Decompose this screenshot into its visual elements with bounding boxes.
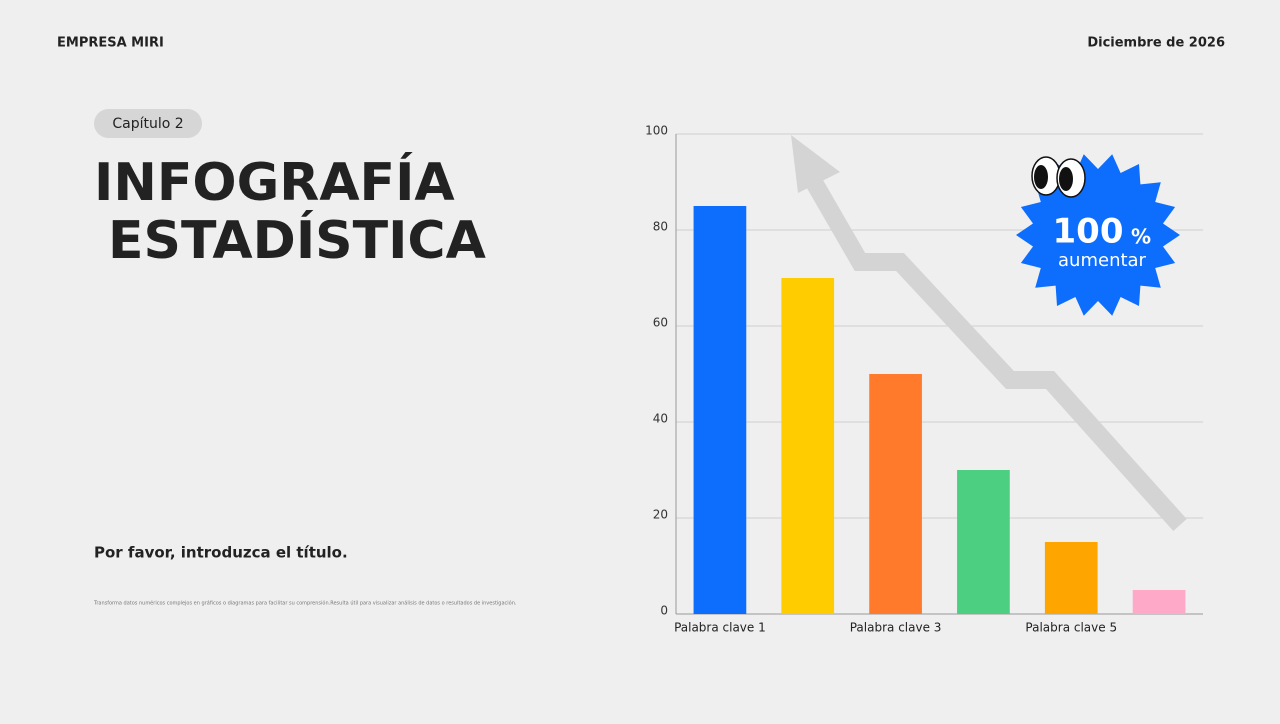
trend-arrow (791, 135, 1187, 532)
pupil (1034, 165, 1048, 189)
badge-label: aumentar (1058, 250, 1147, 271)
bar (781, 278, 835, 614)
y-tick-label: 0 (660, 604, 668, 618)
badge-star (1016, 154, 1180, 316)
y-tick-label: 60 (653, 316, 668, 330)
y-tick-label: 100 (645, 124, 668, 138)
arrow-shaft (800, 167, 1187, 532)
badge-number: 100 (1053, 212, 1124, 252)
date: Diciembre de 2026 (1087, 36, 1225, 51)
badge: 100 % aumentar (1016, 154, 1180, 316)
badge-unit: % (1131, 225, 1151, 249)
pupil (1059, 167, 1073, 191)
description: Transforma datos numéricos complejos en … (93, 600, 517, 607)
x-tick-label: Palabra clave 5 (1025, 621, 1117, 635)
bar (693, 206, 747, 614)
chapter-pill (94, 109, 202, 138)
x-tick-label: Palabra clave 3 (850, 621, 942, 635)
company: EMPRESA MIRI (57, 36, 164, 51)
y-tick-label: 80 (653, 220, 668, 234)
subtitle: Por favor, introduzca el título. (94, 544, 348, 562)
plot: 0 20 40 60 80 100 Palabra clave 1 Palabra clave… (645, 124, 1203, 635)
arrow-head (791, 135, 840, 193)
bar (1132, 590, 1186, 614)
bar (957, 470, 1010, 614)
y-tick-label: 20 (653, 508, 668, 522)
title-line: INFOGRAFÍA (94, 152, 455, 213)
y-tick-label: 40 (653, 412, 668, 426)
bar (1044, 542, 1098, 614)
title-line: ESTADÍSTICA (108, 210, 486, 271)
x-tick-label: Palabra clave 1 (674, 621, 766, 635)
chapter: Capítulo 2 (112, 116, 183, 132)
bar (869, 374, 922, 614)
